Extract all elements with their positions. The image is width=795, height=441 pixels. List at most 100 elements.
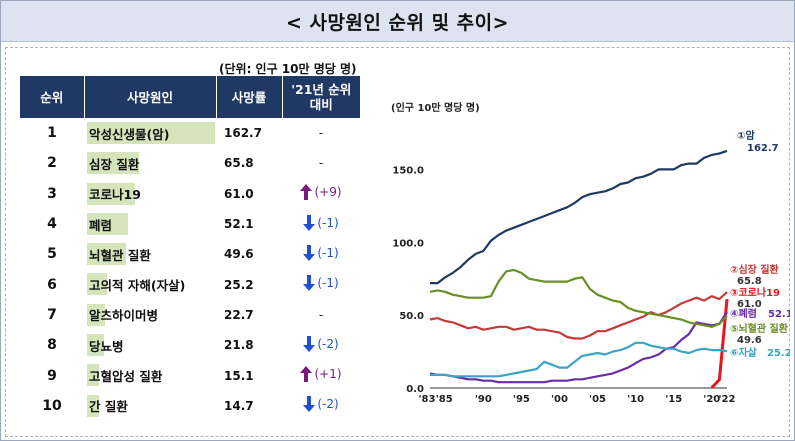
cause-cell: 간 질환 [84,391,216,421]
rate-bar [87,334,105,357]
series-value-label: 25.2 [767,348,790,359]
cause-text: 고혈압성 질환 [89,369,163,385]
rate-cell: 14.7 [224,398,254,413]
cause-text: 고의적 자해(자살) [89,278,186,294]
arrow-down-icon [303,244,316,261]
cause-cell: 폐렴 [84,209,216,239]
y-tick-label: 150.0 [392,165,424,176]
table-row: 7 알츠하이머병 22.7 - [20,300,360,330]
rate-cell: 61.0 [224,186,254,201]
arrow-down-icon [303,214,316,231]
series-line [429,311,728,384]
series-value-label: 162.7 [747,143,779,154]
series-line [429,268,728,328]
arrow-down-icon [303,396,316,413]
rank-cell: 3 [47,185,57,202]
rate-bar [87,152,139,175]
change-cell: - [282,148,360,178]
rank-cell: 2 [47,155,57,172]
rank-change: (+9) [314,185,342,200]
cause-cell: 코로나19 [84,179,216,209]
rate-cell: 49.6 [224,247,254,262]
rate-bar [87,394,99,417]
rate-bar [87,212,128,235]
col-cause: 사망원인 [84,76,217,118]
series-name-label: ①암 [737,130,755,142]
rate-cell: 22.7 [224,307,254,322]
y-tick-label: 0.0 [406,384,424,395]
change-cell: (-2) [282,330,360,360]
cause-cell: 심장 질환 [84,148,216,178]
cause-text: 심장 질환 [89,156,140,172]
rank-change: (-1) [317,215,339,230]
rank-cell: 1 [47,125,57,142]
table-row: 4 폐렴 52.1 (-1) [20,209,360,239]
series-name-label: ⑤뇌혈관 질환 [730,322,789,335]
series-name-label: ③코로나19 [730,286,780,299]
series-name-label: ②심장 질환 [730,263,780,276]
col-rank: 순위 [20,76,85,118]
change-cell: - [282,118,360,148]
x-tick-label: '22 [719,394,736,405]
cause-cell: 알츠하이머병 [84,300,216,330]
x-tick-label: '95 [513,394,530,405]
rate-bar [87,243,127,266]
cause-text: 폐렴 [89,217,113,233]
series-line [430,341,728,378]
y-tick-label: 100.0 [392,238,424,249]
rate-bar [87,273,107,296]
x-tick-label: '00 [551,394,568,405]
series-line [430,149,728,285]
y-axis-label: (인구 10만 명당 명) [391,101,480,114]
rank-change: - [318,156,324,171]
rate-bar [87,122,215,144]
cause-cell: 당뇨병 [84,330,216,360]
rank-cell: 8 [47,337,57,354]
arrow-down-icon [303,275,316,292]
x-tick-label: '10 [627,394,644,405]
table-row: 8 당뇨병 21.8 (-2) [20,330,360,360]
rank-change: - [318,307,324,322]
ranking-table: 순위 사망원인 사망률 '21년 순위 대비 1 악성신생물(암) 162.7 - 2 심… [20,76,360,421]
rank-change: (-2) [317,397,339,412]
series-value-label: 49.6 [737,335,762,346]
y-tick-label: 50.0 [399,311,424,322]
col-rate: 사망률 [216,76,283,118]
rank-cell: 4 [47,216,57,233]
table-body: 1 악성신생물(암) 162.7 - 2 심장 질환 65.8 - 3 코로나19 61.0 (+9)… [20,118,360,421]
change-cell: (-1) [282,239,360,269]
table-row: 2 심장 질환 65.8 - [20,148,360,178]
rank-change: - [318,126,324,141]
cause-cell: 뇌혈관 질환 [84,239,216,269]
col-change: '21년 순위 대비 [282,76,360,118]
rank-cell: 6 [47,276,57,293]
rate-bar [87,303,105,326]
x-tick-label: '83 [419,394,436,405]
cause-text: 악성신생물(암) [89,126,170,142]
series-value-label: 52.1 [768,309,790,320]
arrow-up-icon [300,366,313,383]
page-title: < 사망원인 순위 및 추이> [285,11,510,34]
cause-cell: 고혈압성 질환 [84,360,216,390]
change-cell: (-1) [282,209,360,239]
change-cell: (+1) [282,360,360,390]
rank-cell: 7 [47,306,57,323]
trend-chart: (인구 10만 명당 명) 0.0 50.0 100.0 150.0 '83'85 '90 '… [391,101,790,405]
series-line [710,298,729,389]
rate-cell: 15.1 [224,368,254,383]
table-header-row: 순위 사망원인 사망률 '21년 순위 대비 [20,76,360,118]
change-cell: (-2) [282,391,360,421]
cause-text: 당뇨병 [89,338,124,354]
series-value-label: 61.0 [737,299,762,310]
cause-text: 간 질환 [89,399,128,415]
rate-cell: 52.1 [224,217,254,232]
table-row: 10 간 질환 14.7 (-2) [20,391,360,421]
arrow-down-icon [303,335,316,352]
unit-label: (단위: 인구 10만 명당 명) [219,62,357,76]
rate-bar [87,364,99,387]
x-tick-label: '85 [436,394,453,405]
rate-cell: 25.2 [224,277,254,292]
rank-change: (+1) [314,367,342,382]
title-bar: < 사망원인 순위 및 추이> [1,1,794,42]
cause-text: 코로나19 [89,187,141,203]
